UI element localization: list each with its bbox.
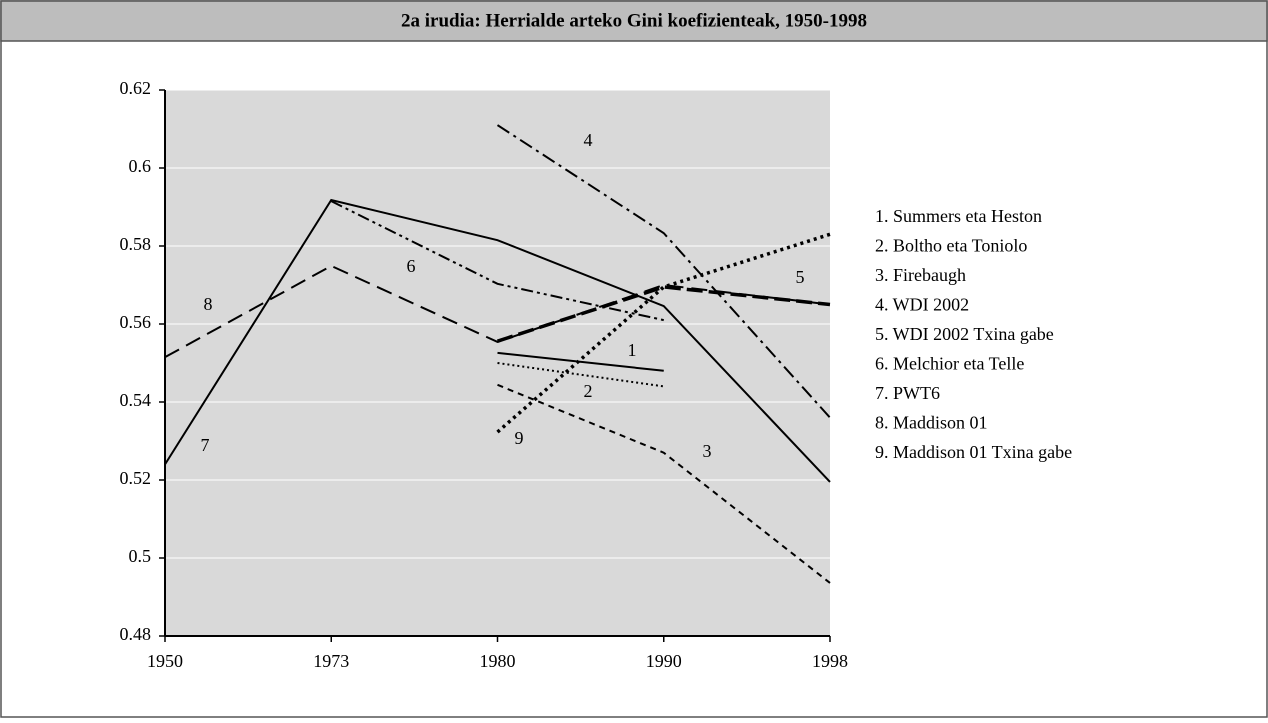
y-tick-label: 0.5 [129, 546, 152, 566]
series-annotation: 1 [628, 340, 637, 360]
series-annotation: 3 [703, 441, 712, 461]
y-tick-label: 0.52 [120, 468, 152, 488]
y-tick-label: 0.54 [120, 390, 152, 410]
y-tick-label: 0.6 [129, 156, 152, 176]
y-tick-label: 0.58 [120, 234, 152, 254]
series-line [164, 264, 831, 359]
x-tick-label: 1950 [147, 651, 183, 671]
legend-entry: 9. Maddison 01 Txina gabe [875, 442, 1072, 462]
series-line [330, 200, 664, 322]
series-annotation: 5 [796, 267, 805, 287]
x-tick-label: 1998 [812, 651, 848, 671]
legend-entry: 8. Maddison 01 [875, 413, 988, 433]
series-annotation: 7 [201, 435, 210, 455]
series-annotation: 4 [584, 130, 593, 150]
title-bar [0, 0, 1268, 42]
y-tick-label: 0.62 [120, 78, 152, 98]
y-tick-label: 0.56 [120, 312, 152, 332]
legend-entry: 6. Melchior eta Telle [875, 354, 1024, 374]
series-line [164, 198, 831, 483]
series-line [497, 383, 831, 584]
series-annotation: 8 [204, 294, 213, 314]
chart-title: 2a irudia: Herrialde arteko Gini koefizi… [401, 10, 867, 31]
series-line [497, 351, 664, 372]
series-annotation: 2 [584, 381, 593, 401]
x-tick-label: 1990 [646, 651, 682, 671]
y-tick-label: 0.48 [120, 624, 152, 644]
legend-entry: 2. Boltho eta Toniolo [875, 236, 1027, 256]
legend-entry: 1. Summers eta Heston [875, 206, 1042, 226]
series-line [496, 124, 831, 419]
series-annotation: 9 [515, 428, 524, 448]
x-tick-label: 1973 [313, 651, 349, 671]
legend-entry: 7. PWT6 [875, 383, 940, 403]
x-tick-label: 1980 [480, 651, 516, 671]
legend-entry: 3. Firebaugh [875, 265, 966, 285]
series-line [496, 232, 831, 434]
legend-entry: 4. WDI 2002 [875, 295, 969, 315]
series-annotation: 6 [407, 256, 416, 276]
legend-entry: 5. WDI 2002 Txina gabe [875, 324, 1054, 344]
